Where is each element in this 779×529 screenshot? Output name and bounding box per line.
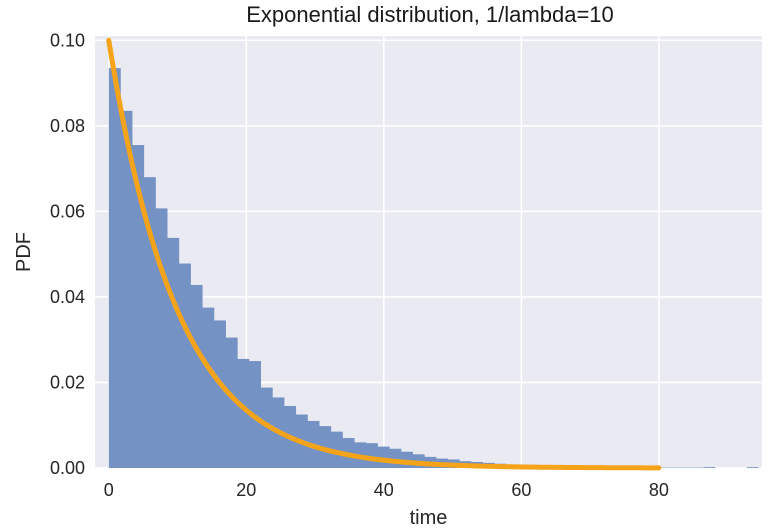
- y-tick-label: 0.08: [50, 116, 85, 136]
- pdf-curve-layer: [106, 37, 662, 471]
- y-axis-label: PDF: [13, 232, 35, 272]
- histogram-bar: [746, 467, 759, 468]
- y-tick-label: 0.00: [50, 458, 85, 478]
- x-tick-label: 80: [649, 480, 669, 500]
- histogram-bar: [143, 177, 156, 469]
- grid-lines: [95, 36, 762, 469]
- histogram-bar: [365, 443, 378, 468]
- tick-labels: 0 20 40 60 80 0.00 0.02 0.04 0.06 0.08 0.10: [50, 30, 669, 500]
- histogram-bar: [108, 68, 121, 468]
- histogram-bar: [389, 448, 402, 468]
- pdf-curve: [106, 37, 662, 471]
- histogram-bar: [120, 110, 133, 468]
- x-tick-label: 60: [511, 480, 531, 500]
- histogram-bar: [167, 237, 180, 468]
- histogram-bar: [225, 337, 238, 468]
- chart-title: Exponential distribution, 1/lambda=10: [246, 2, 614, 27]
- histogram-bar: [213, 320, 226, 468]
- x-tick-label: 20: [236, 480, 256, 500]
- histogram-bar: [237, 358, 250, 468]
- x-axis-label: time: [410, 507, 448, 529]
- histogram-bar: [703, 467, 716, 468]
- y-tick-label: 0.10: [50, 30, 85, 50]
- y-tick-label: 0.04: [50, 287, 85, 307]
- histogram-bar: [202, 307, 215, 468]
- histogram-bar: [377, 446, 390, 468]
- x-tick-label: 0: [104, 480, 114, 500]
- histogram-bar: [132, 145, 145, 468]
- x-tick-label: 40: [374, 480, 394, 500]
- y-tick-label: 0.06: [50, 201, 85, 221]
- histogram-bar: [155, 208, 168, 468]
- y-tick-label: 0.02: [50, 372, 85, 392]
- histogram-bar: [330, 431, 343, 468]
- histogram-bar: [400, 451, 413, 468]
- histogram-bar: [190, 284, 203, 468]
- histogram-bar: [178, 263, 191, 468]
